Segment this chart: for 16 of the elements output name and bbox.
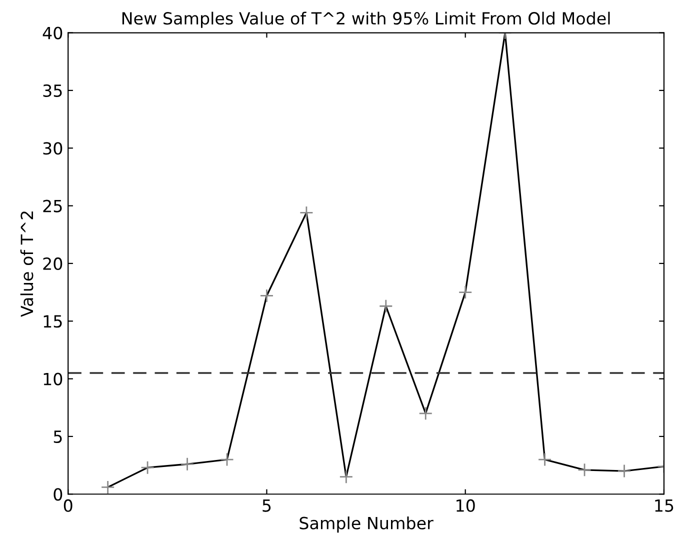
x-tick-label: 5 bbox=[262, 500, 271, 512]
chart-title: New Samples Value of T^2 with 95% Limit From Old Model bbox=[122, 12, 610, 28]
x-tick-label: 15 bbox=[655, 500, 674, 512]
x-tick-label: 0 bbox=[64, 499, 72, 512]
y-tick-label: 30 bbox=[43, 142, 62, 155]
y-tick-label: 15 bbox=[44, 315, 62, 328]
y-tick-label: 5 bbox=[54, 430, 62, 444]
x-axis-title: Sample Number bbox=[300, 516, 434, 533]
y-tick-label: 35 bbox=[43, 84, 62, 97]
y-tick-label: 40 bbox=[42, 26, 62, 40]
x-tick-label: 10 bbox=[456, 499, 475, 512]
y-tick-label: 0 bbox=[54, 488, 62, 501]
y-tick-label: 25 bbox=[43, 200, 62, 212]
y-tick-label: 10 bbox=[44, 372, 62, 386]
y-axis-title: Value of T^2 bbox=[20, 212, 34, 317]
y-tick-label: 20 bbox=[43, 257, 62, 270]
